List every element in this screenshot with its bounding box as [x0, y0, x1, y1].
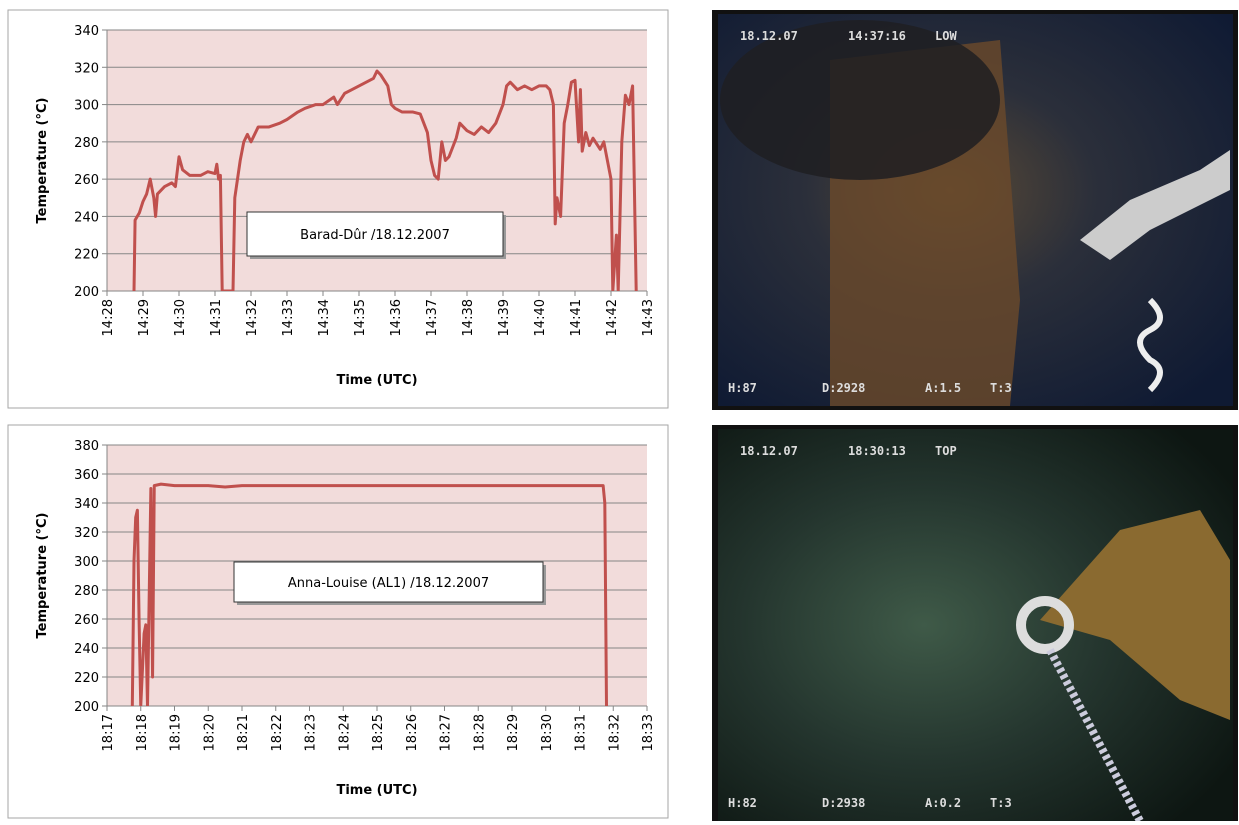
- data-line: [130, 482, 608, 706]
- arm: [1040, 510, 1230, 720]
- x-tick-label: 18:33: [641, 714, 656, 751]
- smoke: [720, 20, 1000, 180]
- y-tick-label: 280: [74, 136, 99, 151]
- x-tick-label: 14:34: [317, 299, 332, 336]
- osd-text: A:0.2: [925, 796, 961, 810]
- x-tick-label: 18:17: [101, 714, 116, 751]
- annotation-box: [246, 211, 504, 257]
- y-tick-label: 200: [74, 285, 99, 300]
- osd-text: A:1.5: [925, 381, 961, 395]
- osd-text: D:2928: [822, 381, 865, 395]
- x-tick-label: 14:38: [461, 299, 476, 336]
- y-tick-label: 200: [74, 700, 99, 715]
- y-tick-label: 300: [74, 555, 99, 570]
- chart: 200 220 240 260 280 300 320 340 360 380 18:17 18:18…: [7, 424, 669, 819]
- osd-text: 18.12.07: [740, 444, 798, 458]
- x-tick-label: 18:23: [304, 714, 319, 751]
- y-tick-label: 280: [74, 584, 99, 599]
- chart: 200 220 240 260 280 300 320 340 14:28 14:29 14:30 1…: [7, 9, 669, 409]
- x-tick-label: 14:33: [281, 299, 296, 336]
- osd-text: 18:30:13: [848, 444, 906, 458]
- x-tick-label: 18:19: [169, 714, 184, 751]
- x-tick-label: 18:30: [540, 714, 555, 751]
- x-tick-label: 18:18: [135, 714, 150, 751]
- osd-text: 14:37:16: [848, 29, 906, 43]
- x-tick-label: 18:26: [405, 714, 420, 751]
- osd-text: H:82: [728, 796, 757, 810]
- osd-text: H:87: [728, 381, 757, 395]
- y-tick-label: 300: [74, 99, 99, 114]
- y-tick-label: 320: [74, 526, 99, 541]
- x-tick-label: 18:31: [574, 714, 589, 751]
- y-tick-label: 220: [74, 671, 99, 686]
- x-tick-label: 14:37: [425, 299, 440, 336]
- x-tick-label: 18:29: [506, 714, 521, 751]
- y-tick-label: 340: [74, 497, 99, 512]
- x-tick-label: 14:41: [569, 299, 584, 336]
- coil: [1137, 297, 1163, 393]
- x-tick-label: 14:39: [497, 299, 512, 336]
- osd-text: T:3: [990, 796, 1012, 810]
- x-tick-label: 14:28: [101, 299, 116, 336]
- coil: [1046, 648, 1144, 823]
- y-tick-label: 240: [74, 210, 99, 225]
- x-tick-label: 18:32: [607, 714, 622, 751]
- y-tick-label: 260: [74, 173, 99, 188]
- x-tick-label: 14:40: [533, 299, 548, 336]
- gripper: [1016, 596, 1074, 654]
- x-tick-label: 18:24: [337, 714, 352, 751]
- x-tick-label: 18:20: [202, 714, 217, 751]
- x-tick-label: 18:21: [236, 714, 251, 751]
- photo: 18.12.07 18:30:13 TOP H:82 D:2938 A:0.2 …: [712, 425, 1238, 823]
- x-tick-label: 18:25: [371, 714, 386, 751]
- osd-text: 18.12.07: [740, 29, 798, 43]
- y-tick-label: 220: [74, 248, 99, 263]
- x-tick-label: 14:31: [209, 299, 224, 336]
- annotation: Anna-Louise (AL1) /18.12.2007: [288, 576, 489, 591]
- y-axis-label: Temperature (°C): [35, 98, 50, 224]
- y-tick-label: 340: [74, 24, 99, 39]
- y-tick-label: 240: [74, 642, 99, 657]
- arm: [1080, 150, 1230, 260]
- x-tick-label: 18:28: [472, 714, 487, 751]
- x-axis-label: Time (UTC): [336, 373, 417, 388]
- x-tick-label: 14:36: [389, 299, 404, 336]
- photo: 18.12.07 14:37:16 LOW H:87 D:2928 A:1.5 …: [712, 10, 1238, 410]
- y-tick-label: 380: [74, 439, 99, 454]
- x-tick-label: 14:43: [641, 299, 656, 336]
- annotation-box: [233, 561, 544, 603]
- osd-text: TOP: [935, 444, 957, 458]
- y-tick-label: 320: [74, 61, 99, 76]
- x-tick-label: 14:32: [245, 299, 260, 336]
- data-line: [132, 69, 638, 291]
- x-axis-label: Time (UTC): [336, 783, 417, 798]
- x-tick-label: 18:27: [439, 714, 454, 751]
- x-tick-label: 18:22: [270, 714, 285, 751]
- x-tick-label: 14:42: [605, 299, 620, 336]
- x-tick-label: 14:29: [137, 299, 152, 336]
- y-tick-label: 260: [74, 613, 99, 628]
- annotation: Barad-Dûr /18.12.2007: [300, 228, 450, 243]
- osd-text: LOW: [935, 29, 957, 43]
- osd-text: D:2938: [822, 796, 865, 810]
- x-tick-label: 14:35: [353, 299, 368, 336]
- osd-text: T:3: [990, 381, 1012, 395]
- x-tick-label: 14:30: [173, 299, 188, 336]
- y-axis-label: Temperature (°C): [35, 513, 50, 639]
- y-tick-label: 360: [74, 468, 99, 483]
